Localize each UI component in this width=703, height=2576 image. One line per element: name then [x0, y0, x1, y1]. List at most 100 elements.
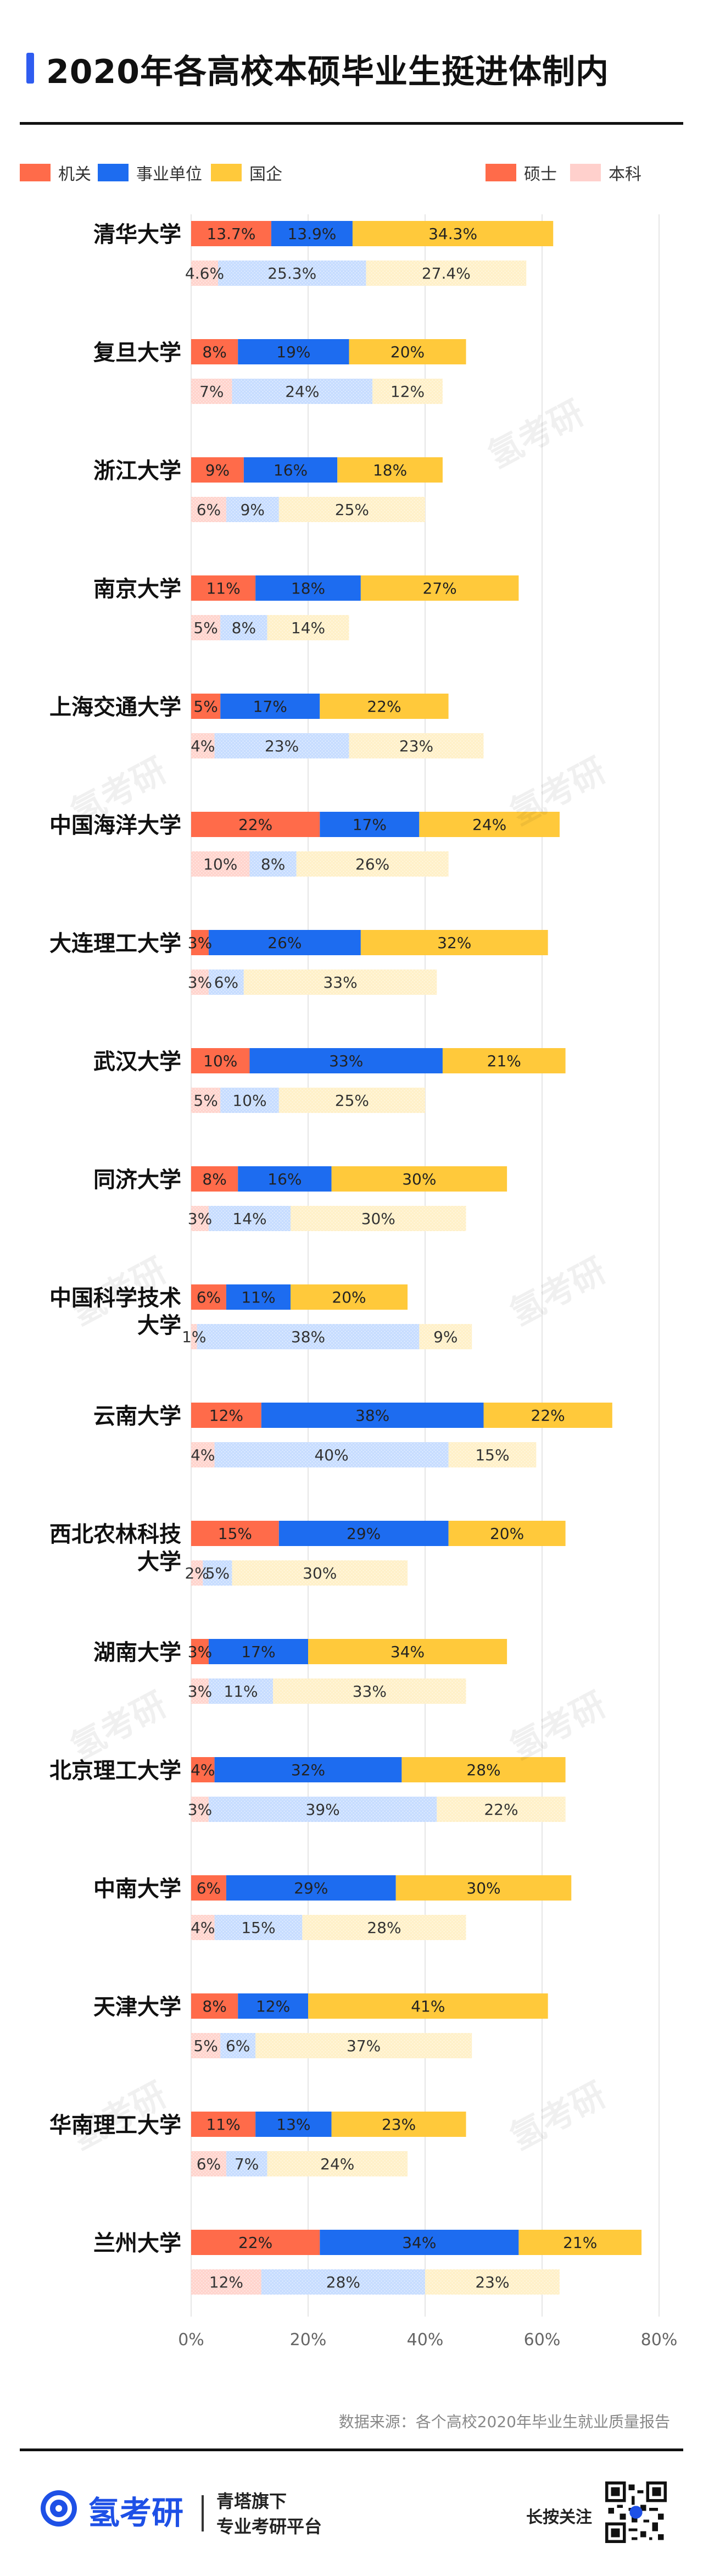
category-label: 武汉大学	[93, 1049, 181, 1074]
data-label-master: 18%	[373, 461, 407, 479]
bar-bachelor-texture	[191, 1088, 221, 1113]
data-label-master: 30%	[466, 1879, 500, 1897]
data-label-bachelor: 6%	[226, 2037, 250, 2055]
legend-label-guoqi: 国企	[249, 165, 282, 184]
bar-bachelor-texture	[419, 1324, 472, 1349]
data-label-master: 6%	[197, 1879, 221, 1897]
data-label-bachelor: 33%	[323, 973, 357, 991]
data-label-bachelor: 14%	[232, 1210, 266, 1228]
bar-bachelor-texture	[191, 1324, 197, 1349]
category-label: 云南大学	[93, 1404, 181, 1429]
data-label-master: 5%	[193, 697, 217, 716]
bar-bachelor-texture	[214, 733, 349, 758]
bar-master-jiguan	[191, 2230, 320, 2255]
data-label-bachelor: 2%	[185, 1564, 209, 1582]
bar-master-guoqi	[352, 221, 554, 246]
bar-master-jiguan	[191, 1521, 279, 1546]
x-tick-label: 60%	[524, 2330, 561, 2350]
category-label: 北京理工大学	[49, 1758, 181, 1783]
data-label-master: 23%	[382, 2115, 416, 2134]
bar-bachelor-texture	[448, 1442, 537, 1467]
data-label-master: 18%	[291, 579, 325, 597]
data-label-bachelor: 7%	[199, 383, 224, 401]
bar-master-guoqi	[442, 1048, 566, 1073]
data-label-bachelor: 5%	[193, 2037, 217, 2055]
bar-master-jiguan	[191, 1166, 238, 1192]
bar-master-shiye	[238, 1166, 332, 1192]
bar-master-guoqi	[331, 2112, 466, 2137]
bar-bachelor-texture	[191, 379, 232, 404]
title-accent-bar	[26, 53, 34, 84]
brand-name: 氢考研	[88, 2494, 184, 2531]
bar-bachelor-texture	[214, 1442, 449, 1467]
bar-master-jiguan	[191, 1757, 215, 1782]
data-label-bachelor: 33%	[353, 1682, 387, 1700]
data-label-bachelor: 12%	[209, 2273, 243, 2291]
bar-master-shiye	[255, 2112, 332, 2137]
category-label: 华南理工大学	[49, 2113, 181, 2138]
data-label-bachelor: 3%	[188, 1682, 212, 1700]
data-label-bachelor: 9%	[241, 501, 265, 519]
bar-master-jiguan	[191, 1048, 250, 1073]
bar-bachelor-texture	[226, 2151, 267, 2176]
data-label-bachelor: 6%	[214, 973, 238, 991]
bar-bachelor-texture	[191, 2033, 221, 2058]
legend-item-master: 硕士	[486, 162, 557, 184]
bar-bachelor-texture	[203, 1560, 232, 1586]
data-label-master: 15%	[218, 1525, 252, 1543]
data-label-bachelor: 3%	[188, 1210, 212, 1228]
bar-master-shiye	[278, 1521, 449, 1546]
bar-master-guoqi	[360, 930, 548, 955]
qr-code-icon[interactable]	[605, 2481, 667, 2543]
bar-master-guoqi	[320, 694, 449, 719]
x-tick-label: 80%	[641, 2330, 678, 2350]
data-label-bachelor: 4%	[191, 1919, 215, 1937]
bar-master-guoqi	[349, 339, 466, 364]
bar-bachelor-texture	[302, 1915, 466, 1940]
title-divider	[20, 122, 683, 125]
legend-swatch-jiguan	[20, 164, 51, 181]
data-label-bachelor: 3%	[188, 1801, 212, 1819]
data-label-bachelor: 25%	[335, 1092, 369, 1110]
data-label-master: 24%	[472, 816, 506, 834]
bar-bachelor-texture	[191, 851, 250, 877]
data-label-master: 21%	[563, 2234, 597, 2252]
data-label-master: 20%	[490, 1525, 524, 1543]
data-label-bachelor: 27.4%	[422, 264, 471, 282]
bar-bachelor-texture	[208, 970, 244, 995]
data-label-master: 17%	[241, 1643, 275, 1661]
legend-label-jiguan: 机关	[58, 165, 91, 184]
data-label-master: 11%	[206, 2115, 240, 2134]
data-label-master: 34%	[390, 1643, 425, 1661]
bar-master-shiye	[214, 1757, 402, 1782]
bar-bachelor-texture	[217, 261, 366, 286]
bar-master-shiye	[255, 575, 361, 601]
data-label-master: 38%	[355, 1406, 389, 1425]
data-label-bachelor: 11%	[224, 1682, 258, 1700]
data-label-master: 28%	[466, 1761, 500, 1779]
bar-master-jiguan	[191, 575, 256, 601]
data-label-bachelor: 24%	[285, 383, 319, 401]
bar-master-shiye	[238, 339, 349, 364]
data-label-bachelor: 26%	[355, 855, 389, 873]
page-title: 2020年各高校本硕毕业生挺进体制内	[46, 53, 609, 91]
bar-master-shiye	[249, 1048, 443, 1073]
bar-bachelor-texture	[208, 1206, 291, 1231]
legend-item-shiye: 事业单位	[98, 162, 202, 184]
bar-bachelor-texture	[208, 1678, 274, 1704]
data-label-master: 12%	[209, 1406, 243, 1425]
bar-bachelor-texture	[191, 2151, 226, 2176]
category-label: 西北农林科技大学	[49, 1522, 181, 1575]
data-label-bachelor: 4%	[191, 737, 215, 755]
data-label-bachelor: 23%	[265, 737, 299, 755]
data-label-master: 17%	[353, 816, 387, 834]
bar-master-jiguan	[191, 812, 320, 837]
data-label-master: 32%	[291, 1761, 325, 1779]
data-label-bachelor: 4%	[191, 1446, 215, 1464]
bar-bachelor-texture	[278, 1088, 425, 1113]
data-label-master: 13.9%	[287, 225, 336, 243]
bar-master-jiguan	[191, 694, 221, 719]
category-label: 湖南大学	[93, 1640, 181, 1665]
stacked-bar-chart: 清华大学 13.7% 13.9% 34.3% 4.6% 25.3% 27.4% 复旦大学 8% 1…	[49, 214, 678, 2350]
data-label-bachelor: 8%	[261, 855, 285, 873]
